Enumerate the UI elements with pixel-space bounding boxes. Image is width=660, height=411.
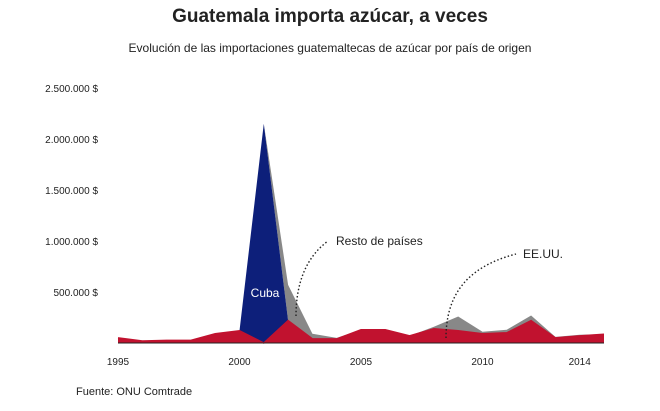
- resto-leader-line: [295, 240, 329, 317]
- chart-subtitle: Evolución de las importaciones guatemalt…: [128, 41, 532, 55]
- y-tick-label: 2.000.000 $: [45, 135, 98, 146]
- eeuu-leader-line: [445, 253, 517, 339]
- eeuu-line: [117, 319, 605, 344]
- x-axis-ticks: 1995 2000 2005 2010 2014: [107, 357, 591, 368]
- x-tick-label: 2010: [471, 357, 494, 368]
- cuba-label: Cuba: [251, 286, 280, 300]
- x-tick-label: 2005: [350, 357, 373, 368]
- y-axis-ticks: 500.000 $ 1.000.000 $ 1.500.000 $ 2.000.000…: [45, 84, 98, 299]
- chart-title: Guatemala importa azúcar, a veces: [172, 6, 488, 27]
- y-tick-label: 500.000 $: [54, 288, 99, 299]
- x-tick-label: 1995: [107, 357, 130, 368]
- x-tick-label: 2000: [228, 357, 251, 368]
- eeuu-annotation: EE.UU.: [523, 247, 563, 261]
- area-eeuu: [118, 320, 604, 343]
- chart-annotations: Cuba Resto de países EE.UU.: [251, 234, 563, 339]
- chart-areas: [117, 123, 605, 344]
- area-resto: [118, 123, 604, 341]
- y-tick-label: 2.500.000 $: [45, 84, 98, 95]
- y-tick-label: 1.500.000 $: [45, 186, 98, 197]
- source-note: Fuente: ONU Comtrade: [76, 386, 193, 398]
- y-tick-label: 1.000.000 $: [45, 237, 98, 248]
- x-tick-label: 2014: [569, 357, 592, 368]
- resto-annotation: Resto de países: [336, 234, 423, 248]
